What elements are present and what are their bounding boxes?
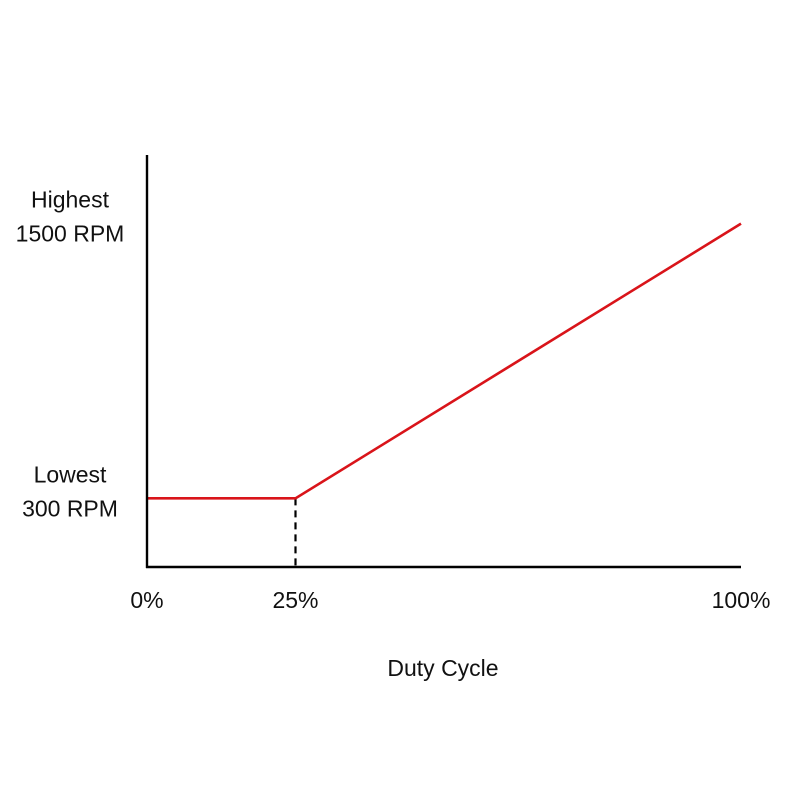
x-tick-label-0: 0% [130,587,163,613]
y-tick-label-1-line-0: Highest [31,187,110,213]
x-axis-title: Duty Cycle [387,655,498,681]
y-tick-label-0-line-1: 300 RPM [22,495,118,521]
chart-labels-layer: 0% 25% 100% Lowest 300 RPM Highest 1500 RPM [16,187,771,613]
chart-lines-layer [147,222,742,567]
x-tick-label-2: 100% [712,587,771,613]
series-line-0 [147,222,742,500]
x-tick-label-1: 25% [272,587,318,613]
y-tick-label-1: Highest 1500 RPM [16,187,125,247]
y-tick-label-0: Lowest 300 RPM [22,461,118,521]
y-tick-label-0-line-0: Lowest [34,461,107,487]
y-tick-label-1-line-1: 1500 RPM [16,221,125,247]
chart-axes-layer [145,155,741,569]
